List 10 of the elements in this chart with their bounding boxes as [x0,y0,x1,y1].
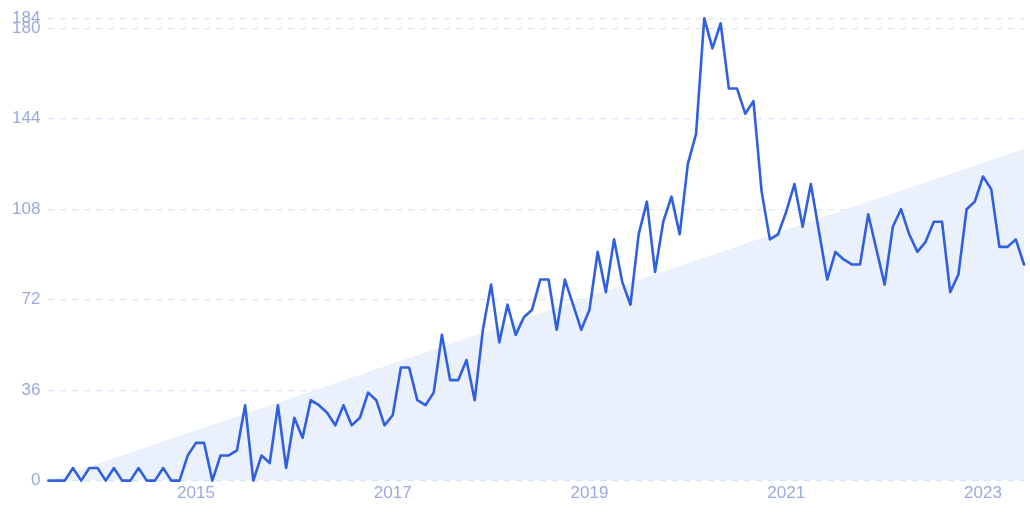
x-tick-label: 2015 [177,483,215,503]
x-tick-label: 2023 [964,483,1002,503]
y-tick-label: 108 [11,198,41,218]
x-tick-label: 2021 [767,483,806,503]
y-tick-label: 36 [21,379,41,399]
y-tick-label: 0 [30,470,41,490]
x-tick-label: 2017 [373,483,412,503]
y-tick-label: 144 [11,108,41,128]
y-tick-label: 72 [21,289,41,309]
x-tick-label: 2019 [570,483,609,503]
